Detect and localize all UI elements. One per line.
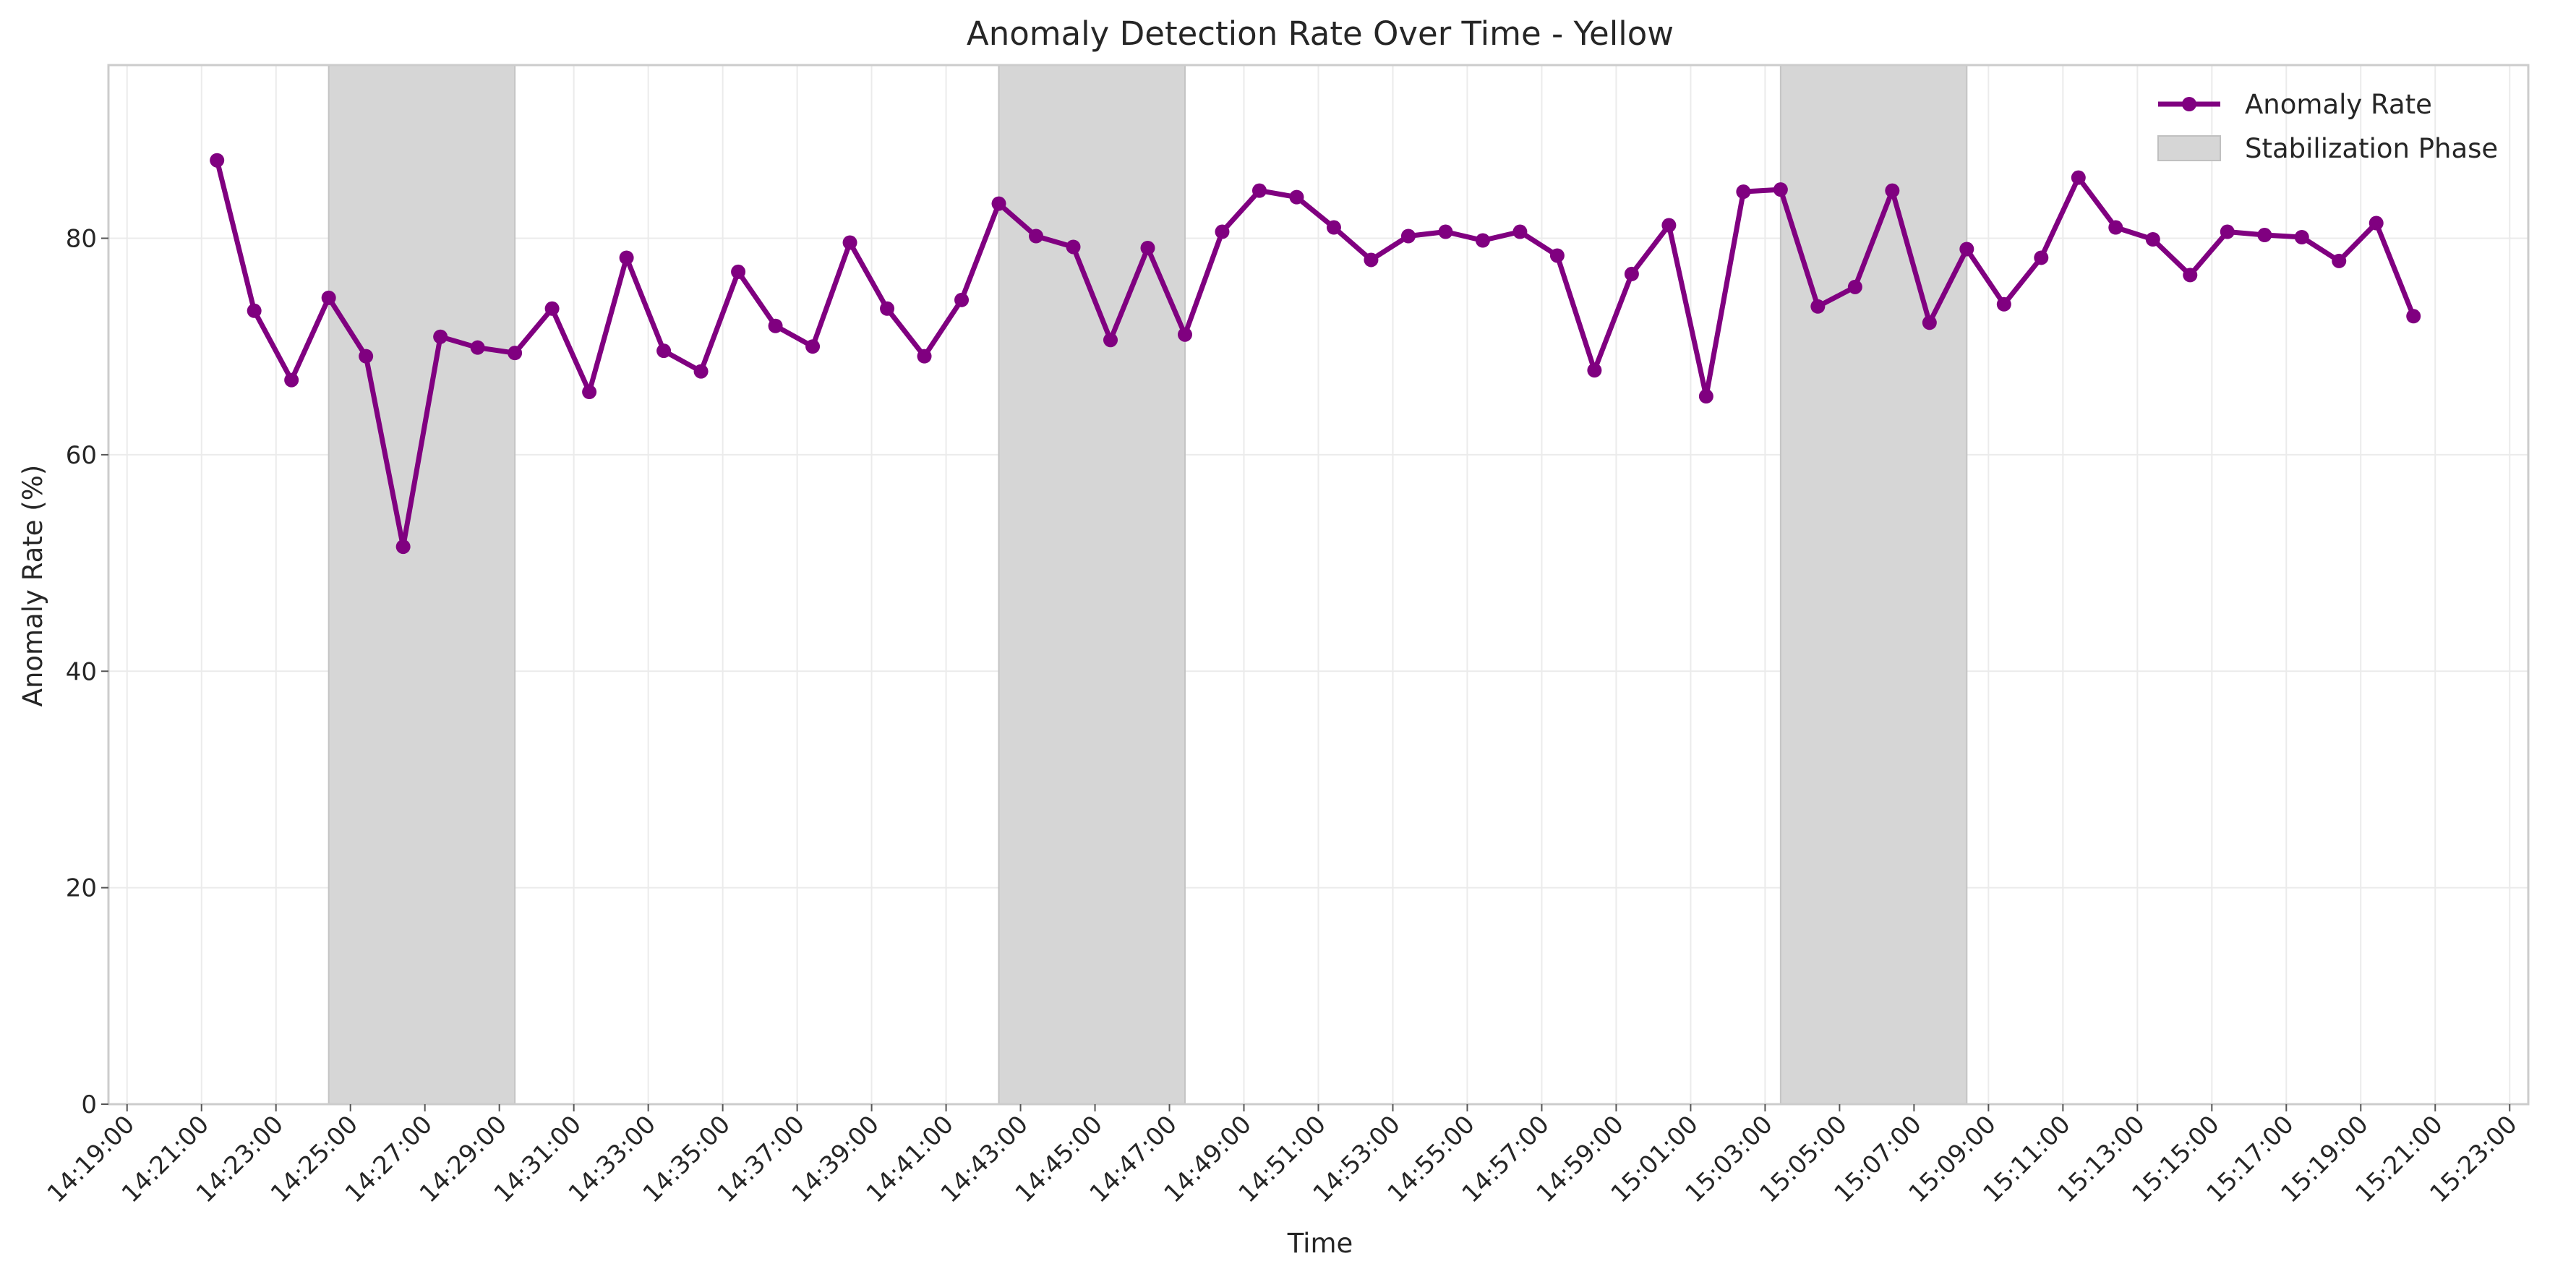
data-point [2183,268,2198,283]
data-point [2332,253,2347,268]
data-point [1066,239,1081,255]
data-point [842,235,857,250]
data-point [1177,327,1192,342]
data-point [1215,224,1230,239]
data-point [210,153,225,168]
series [210,153,2421,555]
data-point [1512,224,1528,239]
y-axis-label: Anomaly Rate (%) [17,465,48,707]
legend-label-stabilization: Stabilization Phase [2245,133,2498,164]
data-point [1251,183,1267,198]
data-point [880,301,895,316]
y-tick-label: 0 [81,1090,97,1119]
data-point [1549,248,1565,263]
data-point [1736,184,1751,200]
data-point [1885,183,1900,198]
data-point [247,303,262,318]
data-point [1587,363,1602,378]
data-point [1922,315,1937,330]
data-point [1773,182,1788,197]
data-point [1289,189,1304,205]
data-point [805,339,821,354]
data-point [619,250,634,265]
data-point [656,343,672,359]
data-point [917,349,932,364]
data-point [433,329,448,344]
data-point [1661,218,1677,233]
stabilization-regions [328,64,1968,1105]
data-point [1996,296,2011,312]
data-point [1624,266,1639,281]
data-point [1810,299,1826,314]
data-point [2220,224,2235,239]
data-point [2108,220,2123,235]
data-point [991,196,1006,211]
stabilization-region [998,64,1186,1105]
legend: Anomaly Rate Stabilization Phase [2157,89,2498,164]
data-point [1959,242,1974,257]
y-tick-label: 80 [66,225,97,254]
stabilization-region [1779,64,1968,1105]
data-point [1847,279,1862,294]
data-point [2034,250,2049,265]
data-point [1364,252,1379,268]
data-point [2294,230,2309,245]
legend-patch-stabilization [2157,135,2221,161]
legend-marker-anomaly-rate [2182,97,2196,111]
data-point [1400,229,1416,244]
data-point [693,364,709,379]
data-point [359,349,374,364]
data-point [395,539,411,555]
data-point [2406,309,2421,324]
y-tick-label: 60 [66,441,97,470]
data-point [1475,233,1490,248]
data-point [2145,231,2160,247]
data-point [470,340,485,355]
data-point [2369,215,2384,231]
legend-label-anomaly-rate: Anomaly Rate [2245,89,2432,120]
chart-title: Anomaly Detection Rate Over Time - Yello… [967,14,1674,53]
data-point [1103,333,1118,348]
data-point [2071,170,2086,185]
data-point [582,385,597,400]
data-point [1140,240,1155,255]
data-point [321,290,336,305]
data-point [1698,389,1713,404]
data-point [1438,224,1453,239]
data-point [768,318,783,333]
data-point [1326,220,1341,235]
grid [108,65,2528,1105]
y-tick-label: 20 [66,874,97,903]
data-point [954,292,970,307]
y-tick-label: 40 [66,657,97,686]
data-point [508,346,523,361]
data-point [544,301,560,316]
stabilization-region [328,64,516,1105]
y-axis-ticks: 0 20 40 60 80 [66,225,108,1119]
x-axis-label: Time [1287,1228,1353,1259]
data-point [284,372,299,388]
data-point [731,264,746,279]
series-line-anomaly-rate [214,159,2416,550]
data-point [2257,228,2272,243]
data-point [1029,229,1044,244]
